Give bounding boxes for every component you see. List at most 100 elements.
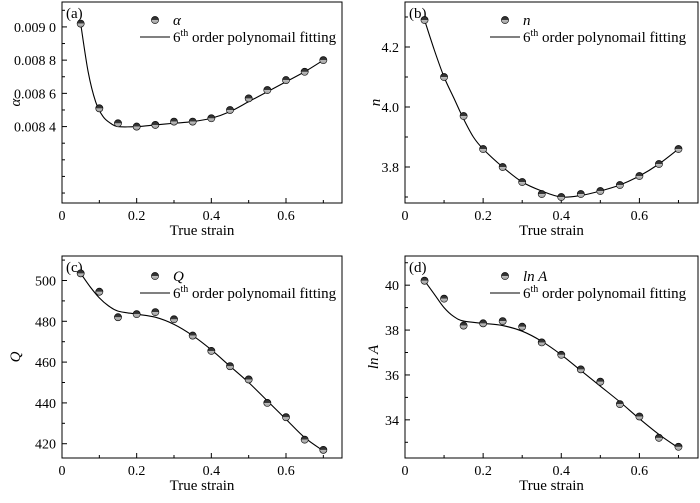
data-point-b bbox=[674, 145, 683, 153]
legend-marker-label-a: α bbox=[173, 13, 182, 29]
y-tick-label-d: 34 bbox=[385, 414, 399, 429]
data-point-b bbox=[420, 16, 429, 24]
data-point-b bbox=[479, 145, 488, 153]
data-point-d bbox=[420, 276, 429, 285]
x-tick-label-a: 0.4 bbox=[203, 209, 221, 224]
y-axis-label-d: ln A bbox=[366, 344, 382, 369]
y-tick-label-a: 0.008 8 bbox=[14, 54, 56, 69]
y-tick-label-d: 38 bbox=[385, 324, 399, 339]
data-point-a bbox=[226, 106, 234, 114]
y-tick-label-d: 36 bbox=[385, 369, 399, 384]
data-point-b bbox=[615, 181, 624, 189]
data-point-b bbox=[537, 190, 546, 198]
panel-label-d: (d) bbox=[409, 260, 427, 276]
data-point-b bbox=[596, 187, 605, 195]
x-axis-label-b: True strain bbox=[519, 223, 584, 239]
data-point-d bbox=[459, 321, 468, 330]
y-tick-label-a: 0.008 6 bbox=[14, 87, 56, 102]
panel-a: (a) 0 0.2 0.4 0.6 0.008 4 0.008 6 0.008 8 0.009 … bbox=[8, 1, 343, 239]
data-point-c bbox=[95, 287, 104, 296]
legend-marker-label-b: n bbox=[523, 13, 531, 29]
x-tick-label-a: 0.2 bbox=[128, 209, 146, 224]
data-point-d bbox=[674, 442, 683, 451]
data-point-d bbox=[576, 365, 585, 374]
data-point-c bbox=[244, 375, 253, 384]
y-tick-label-c: 460 bbox=[35, 356, 56, 371]
x-tick-label-b: 0 bbox=[402, 209, 409, 224]
legend-line-label-d: 6th order polynomail fitting bbox=[523, 284, 687, 302]
data-point-c bbox=[132, 310, 141, 319]
data-point-a bbox=[207, 114, 216, 123]
data-point-a bbox=[319, 56, 328, 65]
x-tick-label-d: 0.4 bbox=[553, 464, 571, 479]
data-point-b bbox=[576, 190, 585, 198]
x-tick-label-d: 0 bbox=[402, 464, 409, 479]
data-point-c bbox=[114, 313, 122, 322]
data-point-a bbox=[263, 86, 272, 94]
legend-line-label-b: 6th order polynomail fitting bbox=[523, 28, 687, 46]
y-axis-label-c: Q bbox=[8, 351, 24, 362]
y-tick-label-c: 500 bbox=[35, 274, 56, 289]
y-tick-label-c: 420 bbox=[35, 438, 56, 453]
plot-frame-b bbox=[404, 1, 699, 204]
x-tick-label-a: 0 bbox=[59, 209, 66, 224]
data-point-d bbox=[440, 294, 448, 303]
plot-frame-d bbox=[404, 255, 699, 459]
legend-marker-label-d: ln A bbox=[523, 269, 548, 285]
data-point-d bbox=[615, 400, 624, 409]
data-point-c bbox=[170, 315, 178, 324]
data-point-c bbox=[151, 308, 160, 317]
x-tick-label-c: 0 bbox=[59, 464, 66, 479]
x-tick-label-b: 0.2 bbox=[474, 209, 492, 224]
data-point-c bbox=[207, 346, 216, 355]
x-tick-label-d: 0.6 bbox=[631, 464, 649, 479]
data-point-d bbox=[498, 317, 507, 325]
x-tick-label-b: 0.6 bbox=[631, 209, 649, 224]
data-point-d bbox=[557, 350, 566, 359]
legend-line-label-a: 6th order polynomail fitting bbox=[173, 28, 337, 46]
y-axis-label-a: α bbox=[8, 97, 24, 106]
x-tick-label-b: 0.4 bbox=[553, 209, 571, 224]
data-point-c bbox=[76, 269, 85, 278]
x-axis-label-a: True strain bbox=[170, 223, 235, 239]
data-point-b bbox=[459, 112, 468, 120]
data-point-c bbox=[263, 399, 272, 407]
data-point-a bbox=[244, 94, 253, 103]
data-point-c bbox=[300, 435, 309, 444]
data-point-d bbox=[537, 338, 546, 347]
fit-line-d bbox=[424, 280, 679, 449]
data-point-b bbox=[498, 163, 507, 171]
data-point-d bbox=[479, 319, 488, 328]
legend-marker-c bbox=[151, 272, 159, 280]
plot-frame-c bbox=[61, 255, 343, 459]
data-point-c bbox=[282, 413, 290, 422]
data-point-a bbox=[95, 104, 104, 113]
legend-marker-b bbox=[501, 16, 509, 24]
panel-label-a: (a) bbox=[66, 6, 83, 22]
y-tick-label-a: 0.009 0 bbox=[14, 21, 56, 36]
x-axis-label-c: True strain bbox=[170, 478, 235, 494]
legend-line-label-c: 6th order polynomail fitting bbox=[173, 284, 337, 302]
y-tick-label-b: 4.2 bbox=[382, 41, 400, 56]
data-point-b bbox=[655, 160, 663, 168]
y-axis-label-b: n bbox=[368, 99, 384, 107]
data-point-a bbox=[76, 19, 85, 28]
data-point-d bbox=[518, 322, 527, 331]
data-point-a bbox=[282, 76, 290, 84]
data-point-c bbox=[188, 331, 197, 340]
y-tick-label-c: 440 bbox=[35, 397, 56, 412]
y-tick-label-b: 4.0 bbox=[382, 101, 400, 116]
x-tick-label-d: 0.2 bbox=[474, 464, 492, 479]
data-point-a bbox=[114, 119, 122, 128]
data-point-b bbox=[635, 172, 644, 180]
data-point-d bbox=[655, 433, 663, 442]
legend-marker-d bbox=[501, 272, 509, 280]
y-tick-label-a: 0.008 4 bbox=[14, 121, 56, 136]
